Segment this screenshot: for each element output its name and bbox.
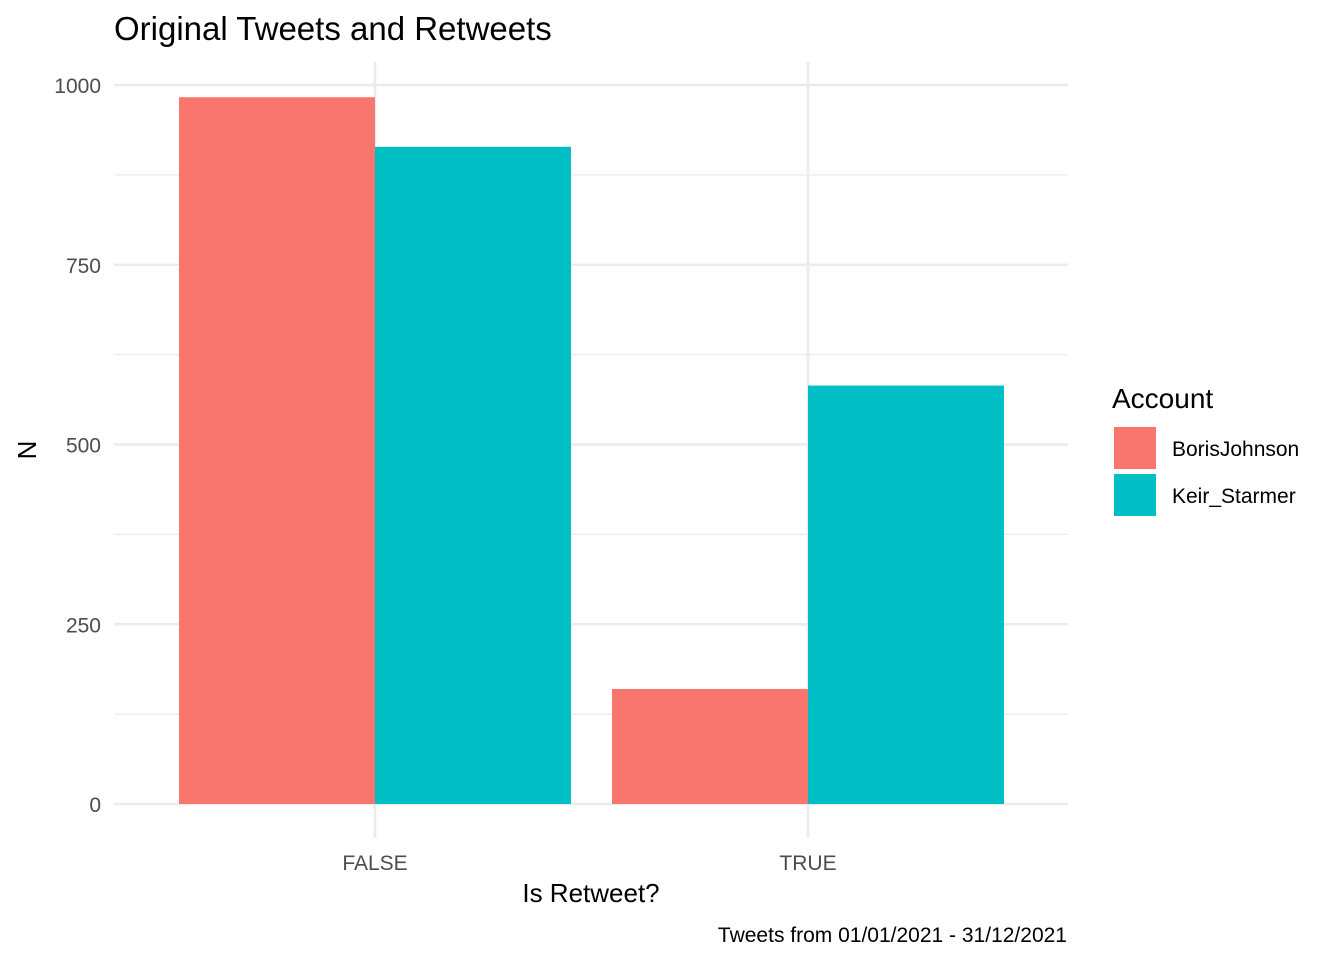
bar-BorisJohnson-FALSE [179,97,375,804]
legend-label-BorisJohnson: BorisJohnson [1172,438,1299,461]
legend-swatch-Keir_Starmer [1114,474,1156,516]
legend-label-Keir_Starmer: Keir_Starmer [1172,485,1296,508]
legend-swatch-BorisJohnson [1114,427,1156,469]
legend-items: BorisJohnson Keir_Starmer [1114,427,1299,516]
x-axis-title: Is Retweet? [522,878,659,908]
y-tick-label: 500 [66,435,101,458]
legend: Account BorisJohnson Keir_Starmer [1112,383,1299,516]
y-tick-label: 0 [89,794,101,817]
legend-title: Account [1112,383,1213,414]
x-tick-label: FALSE [342,852,407,875]
y-axis-title: N [12,441,42,460]
chart-title: Original Tweets and Retweets [114,10,552,47]
y-axis-ticks: 0 250 500 750 1000 [54,75,101,817]
y-tick-label: 1000 [54,75,101,98]
bar-BorisJohnson-TRUE [612,688,808,804]
bar-Keir_Starmer-TRUE [808,385,1004,804]
x-tick-label: TRUE [779,852,836,875]
x-axis-ticks: FALSE TRUE [342,852,836,875]
bar-Keir_Starmer-FALSE [375,146,571,805]
y-tick-label: 250 [66,614,101,637]
chart-caption: Tweets from 01/01/2021 - 31/12/2021 [718,924,1067,947]
y-tick-label: 750 [66,255,101,278]
bars [179,97,1004,805]
